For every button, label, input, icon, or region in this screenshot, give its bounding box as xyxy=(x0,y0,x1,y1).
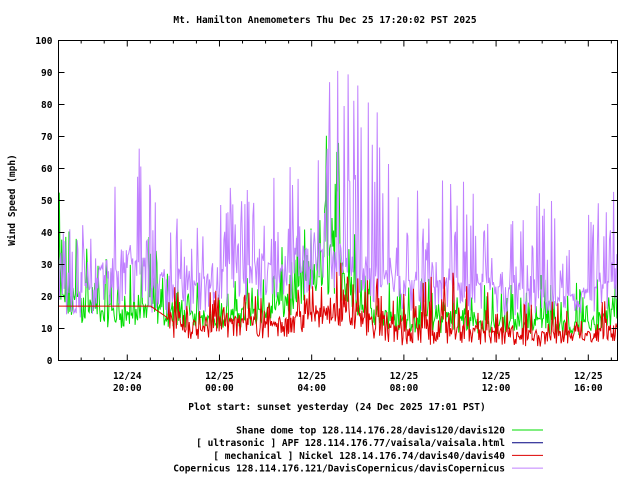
y-tick-label: 100 xyxy=(35,36,52,47)
x-tick-date: 12/25 xyxy=(390,371,419,382)
y-tick-label: 50 xyxy=(41,196,53,207)
y-tick-label: 40 xyxy=(41,228,53,239)
x-tick-date: 12/25 xyxy=(574,371,603,382)
legend-label: [ mechanical ] Nickel 128.14.176.74/davi… xyxy=(213,451,505,462)
y-axis: 0 10 20 30 40 50 60 70 80 90 100 xyxy=(35,36,618,367)
legend-label: [ ultrasonic ] APF 128.114.176.77/vaisal… xyxy=(196,438,505,449)
x-axis: 12/2420:0012/2500:0012/2504:0012/2508:00… xyxy=(80,40,612,394)
x-tick-time: 00:00 xyxy=(205,383,234,394)
y-tick-label: 80 xyxy=(41,100,53,111)
x-tick-time: 20:00 xyxy=(113,383,142,394)
y-tick-label: 90 xyxy=(41,68,53,79)
y-tick-label: 10 xyxy=(41,324,53,335)
chart-title: Mt. Hamilton Anemometers Thu Dec 25 17:2… xyxy=(173,15,476,26)
legend-label: Shane dome top 128.114.176.28/davis120/d… xyxy=(236,426,505,437)
y-tick-label: 20 xyxy=(41,292,53,303)
series-layer xyxy=(58,70,618,347)
x-tick-date: 12/25 xyxy=(297,371,326,382)
y-axis-label: Wind Speed (mph) xyxy=(7,154,18,246)
y-tick-label: 0 xyxy=(47,356,53,367)
series-line-2 xyxy=(58,262,618,347)
legend: Shane dome top 128.114.176.28/davis120/d… xyxy=(173,426,543,475)
series-line-3 xyxy=(58,70,618,318)
y-tick-label: 60 xyxy=(41,164,53,175)
x-tick-time: 08:00 xyxy=(390,383,419,394)
x-tick-date: 12/25 xyxy=(205,371,234,382)
x-tick-date: 12/25 xyxy=(482,371,511,382)
x-tick-time: 16:00 xyxy=(574,383,603,394)
y-tick-label: 70 xyxy=(41,132,53,143)
y-tick-label: 30 xyxy=(41,260,53,271)
x-tick-date: 12/24 xyxy=(113,371,142,382)
legend-label: Copernicus 128.114.176.121/DavisCopernic… xyxy=(173,464,505,475)
x-tick-time: 12:00 xyxy=(482,383,511,394)
x-tick-time: 04:00 xyxy=(297,383,326,394)
x-axis-label: Plot start: sunset yesterday (24 Dec 202… xyxy=(188,402,485,413)
